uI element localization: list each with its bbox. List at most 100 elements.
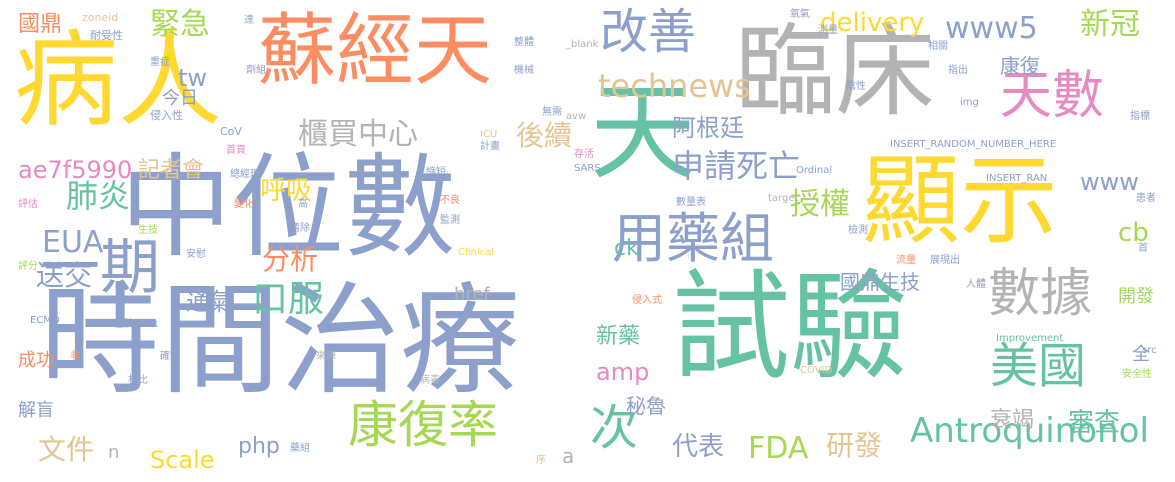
word: COVID <box>800 365 833 376</box>
word: 肺炎 <box>66 177 131 215</box>
word: 成功 <box>18 350 54 371</box>
word: 全 <box>1132 344 1150 365</box>
word: PCR <box>138 319 158 330</box>
word: cb <box>1118 218 1149 248</box>
word: 時間治療 <box>40 272 520 411</box>
word: 序 <box>536 455 546 466</box>
word: 新冠 <box>1080 7 1140 42</box>
word: 評估 <box>18 199 38 210</box>
word: 今日 <box>162 88 198 109</box>
word: 縮短 <box>426 167 446 178</box>
word: 分析 <box>262 243 319 276</box>
word: 整體 <box>514 37 534 48</box>
word: href <box>454 284 490 305</box>
word: php <box>238 434 280 459</box>
word: 首 <box>1138 243 1148 254</box>
word: ae7f5990 <box>18 156 133 184</box>
word: 用藥組 <box>612 207 774 270</box>
word: 呼吸 <box>260 176 313 206</box>
word: target <box>768 193 799 204</box>
word: 變化 <box>234 199 254 210</box>
word: 流量 <box>896 255 916 266</box>
word: 開發 <box>1118 286 1154 307</box>
word: 來源 <box>316 351 336 362</box>
word: 通氣 <box>186 288 234 316</box>
word: 安慰 <box>186 249 206 260</box>
word: avw <box>566 111 587 122</box>
word: 臨床 <box>735 13 935 130</box>
word: 機械 <box>514 65 534 76</box>
word: 代表 <box>672 432 725 462</box>
word: 存活 <box>574 149 594 160</box>
word: 新藥 <box>596 324 641 349</box>
word: 不良 <box>440 195 460 206</box>
word: 改善 <box>600 4 697 60</box>
word: 康復率 <box>348 396 498 454</box>
word: delivery <box>820 8 925 38</box>
word: src <box>1142 345 1157 356</box>
word: 病人 <box>14 19 223 141</box>
word: INSERT_RAN <box>986 173 1048 184</box>
word: 相比 <box>128 375 148 386</box>
word: 住院 <box>114 319 134 330</box>
word: 口服 <box>252 279 325 320</box>
word: tw <box>178 64 208 92</box>
word: ICU <box>480 129 498 140</box>
word: 生技 <box>138 225 158 236</box>
word: CoV <box>220 125 242 138</box>
word: www5 <box>945 11 1038 46</box>
word: 劑組 <box>246 65 266 76</box>
word: 緊急 <box>150 7 210 42</box>
word: 顯示 <box>862 144 1059 258</box>
word: SARS <box>574 163 601 174</box>
word: n <box>108 442 120 463</box>
word: img <box>960 97 979 108</box>
word: 測量 <box>818 25 838 36</box>
word: 試驗 <box>672 258 909 396</box>
word: 一期 <box>40 233 160 303</box>
word: 監測 <box>440 215 460 226</box>
word: 相關 <box>928 41 948 52</box>
word: 康復 <box>1000 54 1040 78</box>
word: 藥組 <box>290 443 310 454</box>
word: 安全性 <box>1122 369 1152 380</box>
word: 國鼎生技 <box>840 270 920 294</box>
word: technews <box>598 67 751 105</box>
word: 總經理 <box>230 169 260 180</box>
word: ECMO <box>30 315 60 326</box>
word: 檢測 <box>848 225 868 236</box>
word: 侵入式 <box>632 295 662 306</box>
word: 天 <box>590 71 696 194</box>
word: 清除 <box>290 223 310 234</box>
word: _blank <box>566 39 599 50</box>
word: a <box>562 444 575 468</box>
word: 確實 <box>160 351 180 362</box>
word: INSERT_RANDOM_NUMBER_HERE <box>890 139 1057 150</box>
word: 秘魯 <box>626 394 666 418</box>
word: 阿根廷 <box>672 114 744 142</box>
word: 次 <box>590 400 639 456</box>
word: 美國 <box>990 338 1087 394</box>
word: 解盲 <box>18 400 54 421</box>
word: 數據 <box>988 264 1093 324</box>
word: 研發 <box>826 429 883 462</box>
word: 評分 <box>18 261 38 272</box>
word: amp <box>596 358 650 386</box>
word: 國鼎 <box>18 12 63 37</box>
word: 首頁 <box>226 145 246 156</box>
word: 櫃買中心 <box>298 117 418 152</box>
word: 高 <box>298 199 308 210</box>
word: 耐受性 <box>90 29 123 42</box>
word: FDA <box>748 431 809 466</box>
word: 送交 <box>36 259 93 292</box>
word: 病毒 <box>420 375 440 386</box>
word: 指出 <box>948 65 968 76</box>
word: 後續 <box>516 119 573 152</box>
word: Improvement <box>996 333 1064 344</box>
word: Scale <box>150 446 215 474</box>
word: ck <box>614 236 639 261</box>
word: Clinical <box>458 247 495 258</box>
word: 授權 <box>790 187 850 222</box>
word: 重症 <box>150 57 170 68</box>
